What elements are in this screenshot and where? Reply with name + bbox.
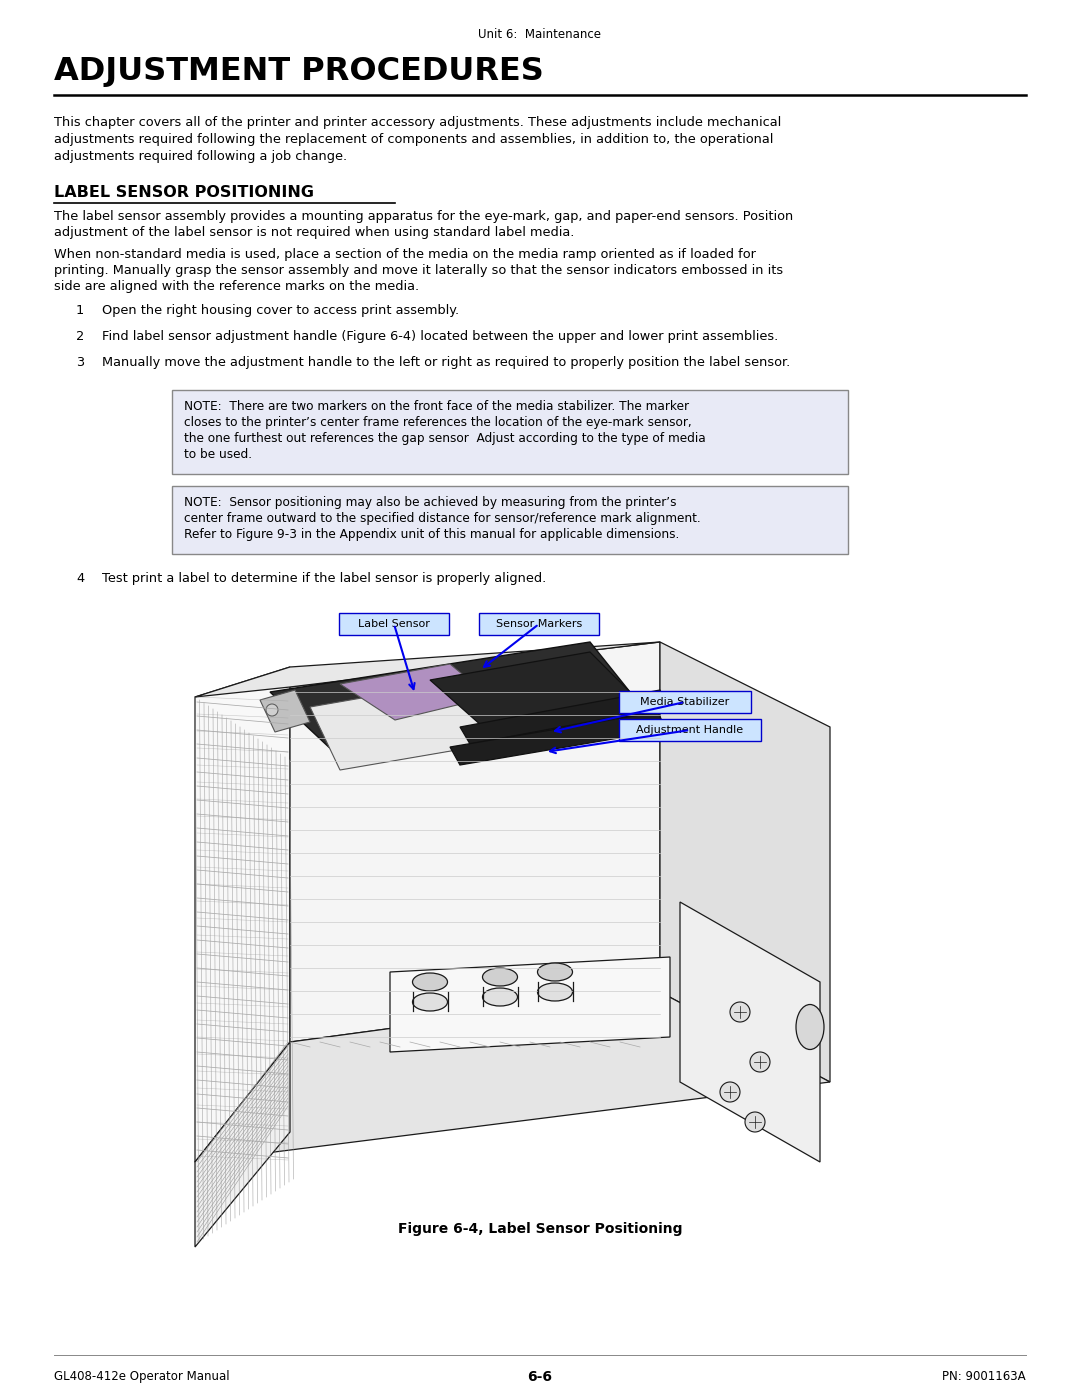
Text: Manually move the adjustment handle to the left or right as required to properly: Manually move the adjustment handle to t… (102, 356, 791, 369)
Text: printing. Manually grasp the sensor assembly and move it laterally so that the s: printing. Manually grasp the sensor asse… (54, 264, 783, 277)
Text: 6-6: 6-6 (527, 1370, 553, 1384)
Ellipse shape (413, 993, 447, 1011)
Ellipse shape (796, 1004, 824, 1049)
Text: the one furthest out references the gap sensor  Adjust according to the type of : the one furthest out references the gap … (184, 432, 705, 446)
Polygon shape (450, 712, 666, 766)
Text: 3: 3 (76, 356, 84, 369)
Text: 4: 4 (76, 571, 84, 585)
Text: to be used.: to be used. (184, 448, 252, 461)
Circle shape (750, 1052, 770, 1071)
Circle shape (720, 1083, 740, 1102)
Text: Open the right housing cover to access print assembly.: Open the right housing cover to access p… (102, 305, 459, 317)
FancyBboxPatch shape (619, 719, 761, 740)
Text: NOTE:  There are two markers on the front face of the media stabilizer. The mark: NOTE: There are two markers on the front… (184, 400, 689, 414)
Text: Sensor Markers: Sensor Markers (496, 619, 582, 629)
Text: closes to the printer’s center frame references the location of the eye-mark sen: closes to the printer’s center frame ref… (184, 416, 691, 429)
Polygon shape (430, 652, 650, 742)
Text: NOTE:  Sensor positioning may also be achieved by measuring from the printer’s: NOTE: Sensor positioning may also be ach… (184, 496, 676, 509)
Circle shape (745, 1112, 765, 1132)
Text: side are aligned with the reference marks on the media.: side are aligned with the reference mark… (54, 279, 419, 293)
Text: The label sensor assembly provides a mounting apparatus for the eye-mark, gap, a: The label sensor assembly provides a mou… (54, 210, 793, 224)
Text: Find label sensor adjustment handle (Figure 6-4) located between the upper and l: Find label sensor adjustment handle (Fig… (102, 330, 779, 344)
Text: 1: 1 (76, 305, 84, 317)
Polygon shape (195, 666, 291, 1162)
Text: adjustment of the label sensor is not required when using standard label media.: adjustment of the label sensor is not re… (54, 226, 575, 239)
Text: ADJUSTMENT PROCEDURES: ADJUSTMENT PROCEDURES (54, 56, 543, 87)
Text: Media Stabilizer: Media Stabilizer (640, 697, 730, 707)
Circle shape (266, 704, 278, 717)
Text: Adjustment Handle: Adjustment Handle (636, 725, 743, 735)
Text: PN: 9001163A: PN: 9001163A (943, 1370, 1026, 1383)
Polygon shape (310, 659, 620, 770)
Text: This chapter covers all of the printer and printer accessory adjustments. These : This chapter covers all of the printer a… (54, 116, 781, 129)
Text: adjustments required following a job change.: adjustments required following a job cha… (54, 149, 347, 163)
Text: Test print a label to determine if the label sensor is properly aligned.: Test print a label to determine if the l… (102, 571, 546, 585)
Polygon shape (460, 690, 669, 745)
Text: GL408-412e Operator Manual: GL408-412e Operator Manual (54, 1370, 230, 1383)
Polygon shape (390, 957, 670, 1052)
Polygon shape (195, 1042, 291, 1248)
Polygon shape (195, 643, 660, 697)
Ellipse shape (413, 972, 447, 990)
Polygon shape (260, 690, 310, 732)
Polygon shape (340, 664, 490, 719)
Text: 2: 2 (76, 330, 84, 344)
FancyBboxPatch shape (619, 692, 751, 712)
Polygon shape (270, 643, 650, 767)
Text: LABEL SENSOR POSITIONING: LABEL SENSOR POSITIONING (54, 184, 314, 200)
Text: adjustments required following the replacement of components and assemblies, in : adjustments required following the repla… (54, 133, 773, 147)
Text: Refer to Figure 9-3 in the Appendix unit of this manual for applicable dimension: Refer to Figure 9-3 in the Appendix unit… (184, 528, 679, 541)
Polygon shape (680, 902, 820, 1162)
Ellipse shape (538, 963, 572, 981)
Circle shape (730, 1002, 750, 1023)
Text: Unit 6:  Maintenance: Unit 6: Maintenance (478, 28, 602, 41)
FancyBboxPatch shape (172, 390, 848, 474)
Ellipse shape (483, 988, 517, 1006)
Text: When non-standard media is used, place a section of the media on the media ramp : When non-standard media is used, place a… (54, 249, 756, 261)
Ellipse shape (538, 983, 572, 1002)
FancyBboxPatch shape (172, 486, 848, 555)
FancyBboxPatch shape (339, 613, 449, 636)
Polygon shape (195, 992, 831, 1162)
FancyBboxPatch shape (480, 613, 599, 636)
Polygon shape (291, 643, 660, 1042)
Text: center frame outward to the specified distance for sensor/reference mark alignme: center frame outward to the specified di… (184, 511, 701, 525)
Text: Figure 6-4, Label Sensor Positioning: Figure 6-4, Label Sensor Positioning (397, 1222, 683, 1236)
Text: Label Sensor: Label Sensor (359, 619, 430, 629)
Ellipse shape (483, 968, 517, 986)
Polygon shape (660, 643, 831, 1083)
